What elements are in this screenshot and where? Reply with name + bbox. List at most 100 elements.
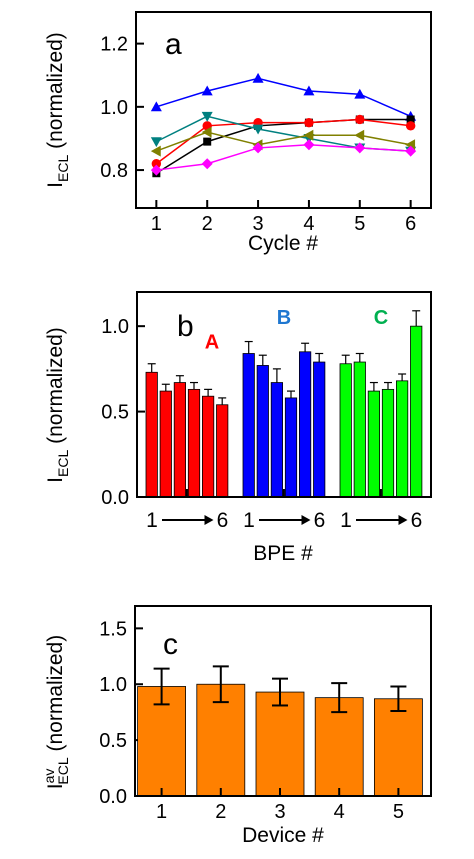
panel-c-ytick-label: 1.5 [99, 618, 127, 640]
panel-c-ylabel: IavECL (normalized) [41, 635, 71, 789]
panel-c-plot-area: 0.0 0.5 1.0 1.5 1 2 3 4 5 [99, 618, 423, 823]
panel-a-data-point [150, 137, 162, 148]
panel-b-ytick-label: 1.0 [101, 316, 129, 338]
panel-c-letter: c [163, 628, 178, 661]
panel-b-bar [216, 404, 229, 498]
panel-c-ylabel-main: I [44, 783, 67, 789]
panel-b-range-arrow-head [204, 515, 214, 525]
panel-c: 0.0 0.5 1.0 1.5 1 2 3 4 5 c Device # IavECL (nor… [41, 605, 432, 847]
panel-a-data-point [406, 115, 415, 124]
panel-a-data-point [201, 85, 213, 96]
panel-b-bar [410, 325, 423, 498]
panel-b-ytick-label: 0.5 [101, 402, 129, 424]
panel-b-bar [159, 390, 172, 498]
panel-c-ylabel-rest: (normalized) [44, 635, 67, 758]
panel-b-ytick-label: 0.0 [101, 487, 129, 509]
panel-b-bar [395, 380, 409, 498]
panel-c-xtick-label: 5 [393, 801, 404, 823]
panel-b-group-label: C [374, 307, 388, 329]
panel-b-frame [136, 291, 432, 498]
panel-b-ylabel-sub: ECL [55, 450, 71, 477]
panel-a-xtick-label: 6 [405, 213, 416, 235]
panel-a-series-line [156, 131, 411, 152]
panel-b-range-end: 6 [411, 509, 423, 532]
panel-a-data-point [405, 145, 417, 157]
panel-b-range-start: 1 [340, 509, 352, 532]
panel-a-data-point [252, 72, 264, 83]
panel-c-frame [134, 605, 432, 797]
panel-c-ylabel-sup: av [41, 769, 57, 784]
panel-a-ylabel: IECL (normalized) [44, 32, 71, 188]
panel-b-bar [173, 382, 186, 498]
panel-b-bar [339, 363, 352, 498]
panel-b-ylabel: IECL (normalized) [44, 327, 71, 483]
panel-a-data-point [151, 159, 162, 169]
panel-c-xtick-label: 4 [334, 801, 345, 823]
panel-a-xtick-label: 3 [253, 213, 264, 235]
panel-c-ytick-label: 0.0 [99, 786, 127, 808]
panel-b: 0.00.51.0A1 6B1 6C1 6 b BPE # IECL (normali… [44, 291, 432, 565]
panel-a-data-point [303, 85, 315, 96]
panel-b-bar [256, 365, 269, 498]
panel-b-range-start: 1 [146, 509, 158, 532]
panel-b-bar [201, 395, 215, 498]
panel-c-ytick-label: 1.0 [99, 674, 127, 696]
panel-a-ytick-label: 0.8 [100, 160, 128, 182]
panel-a-xlabel: Cycle # [248, 232, 318, 255]
panel-b-bar [367, 390, 381, 498]
panel-c-xlabel: Device # [242, 824, 324, 847]
panel-b-bar [242, 353, 255, 498]
panel-a-plot-area: 0.8 1.0 1.2 1 2 3 4 5 6 [100, 34, 416, 235]
panel-a-data-point [303, 129, 314, 141]
panel-c-xtick-label: 1 [156, 801, 167, 823]
panel-a-data-point [252, 142, 264, 154]
panel-a-ytick-label: 1.0 [100, 97, 128, 119]
panel-c-ylabel-sub: ECL [55, 757, 71, 784]
panel-b-xlabel: BPE # [253, 542, 313, 565]
panel-b-plot-area: 0.00.51.0A1 6B1 6C1 6 [101, 307, 422, 532]
panel-b-range-arrow-head [301, 515, 311, 525]
panel-a-series-line [155, 118, 411, 165]
panel-a-xtick-label: 4 [303, 213, 314, 235]
panel-b-bar [284, 397, 298, 498]
panel-b-group-label: A [205, 331, 219, 353]
panel-a-data-point [150, 145, 161, 157]
panel-b-range-end: 6 [314, 509, 326, 532]
panel-c-ytick-label: 0.5 [99, 730, 127, 752]
panel-b-bar [187, 388, 201, 498]
panel-c-bar [314, 697, 364, 797]
panel-a-data-point [201, 158, 213, 170]
panel-c-bar [255, 691, 305, 797]
panel-c-xtick-label: 2 [215, 801, 226, 823]
panel-b-bar [298, 351, 312, 498]
panel-a-data-point [203, 137, 212, 146]
panel-b-ylabel-main: I [44, 477, 67, 483]
panel-a-data-point [201, 111, 213, 122]
panel-a-frame [135, 11, 432, 209]
panel-b-bar [270, 382, 284, 498]
panel-a-ylabel-rest: (normalized) [44, 32, 67, 155]
panel-a-ylabel-sub: ECL [55, 155, 71, 182]
panel-a-xtick-label: 2 [202, 213, 213, 235]
panel-a-ytick-label: 1.2 [100, 34, 128, 56]
panel-a: 0.8 1.0 1.2 1 2 3 4 5 6 a Cycle # IECL (normaliz… [44, 11, 432, 255]
panel-a-data-point [150, 164, 162, 176]
panel-b-range-arrow-head [398, 515, 408, 525]
panel-a-data-point [201, 126, 212, 138]
panel-b-range-end: 6 [217, 509, 229, 532]
panel-a-data-point [304, 117, 314, 128]
panel-a-data-point [354, 129, 365, 141]
panel-a-ylabel-main: I [44, 182, 67, 188]
panel-b-bar [145, 371, 158, 498]
panel-c-xtick-label: 3 [274, 801, 285, 823]
panel-a-letter: a [165, 28, 182, 61]
panel-a-data-point [252, 124, 264, 135]
panel-a-data-point [303, 139, 315, 151]
panel-b-ylabel-rest: (normalized) [44, 327, 67, 450]
panel-a-series-line [156, 77, 411, 118]
panel-b-group-label: B [277, 307, 291, 329]
panel-a-data-point [150, 101, 162, 112]
panel-a-data-point [354, 142, 366, 154]
panel-a-series-line [156, 144, 411, 171]
